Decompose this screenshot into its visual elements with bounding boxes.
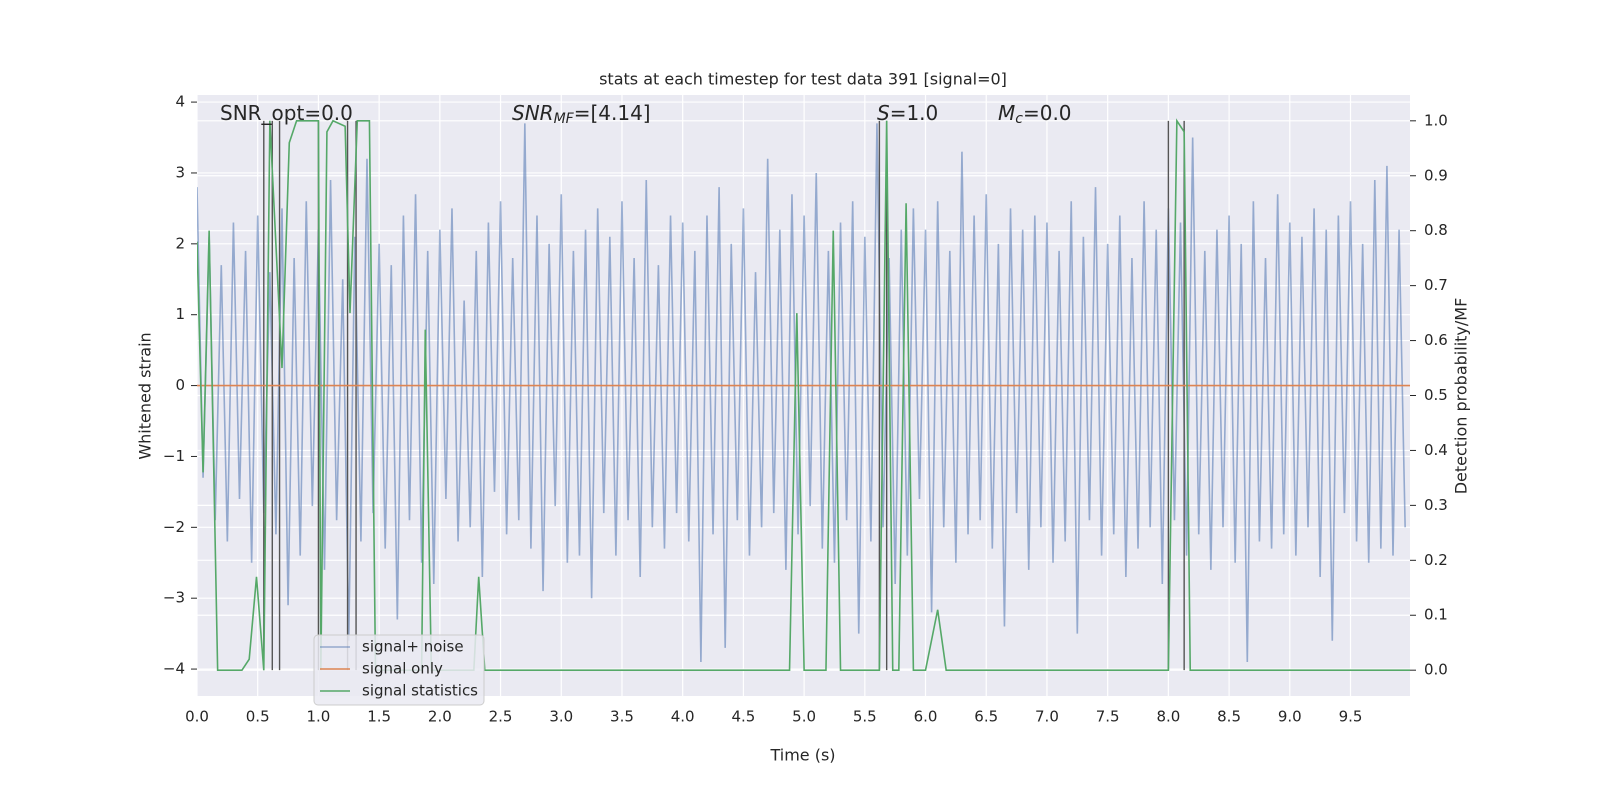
y-tick-label: 2 xyxy=(175,234,185,252)
legend-label: signal only xyxy=(362,660,443,678)
annotation-part: c xyxy=(1015,111,1023,127)
y-tick-label: −4 xyxy=(163,660,185,678)
x-tick-label: 6.0 xyxy=(914,708,938,726)
annotation-part: =1.0 xyxy=(890,101,939,125)
y2-axis-label: Detection probability/MF xyxy=(1452,298,1471,495)
y2-tick-label: 0.6 xyxy=(1424,331,1448,349)
y-axis-label: Whitened strain xyxy=(136,332,155,459)
x-tick-label: 0.0 xyxy=(185,708,209,726)
y2-tick-label: 0.7 xyxy=(1424,276,1448,294)
x-tick-label: 2.5 xyxy=(489,708,513,726)
x-tick-label: 7.0 xyxy=(1035,708,1059,726)
annotation-part: =[4.14] xyxy=(574,101,651,125)
y2-tick-label: 0.3 xyxy=(1424,496,1448,514)
annotation-part: =0.0 xyxy=(1023,101,1072,125)
y2-tick-label: 0.4 xyxy=(1424,441,1448,459)
x-axis-label: Time (s) xyxy=(769,746,835,765)
y2-tick-label: 0.0 xyxy=(1424,661,1448,679)
x-tick-label: 0.5 xyxy=(246,708,270,726)
annotation-part: MF xyxy=(554,111,575,127)
x-tick-label: 4.0 xyxy=(671,708,695,726)
legend-box xyxy=(313,634,485,706)
x-tick-label: 4.5 xyxy=(731,708,755,726)
annotation-part: SNR xyxy=(512,101,554,125)
overlay: 0.0 0.5 1.0 1.5 2.0 2.5 3.0 3.5 4.0 4.5 5.0 5.5 6.0 6… xyxy=(163,93,1448,726)
annotation: S=1.0 xyxy=(877,101,938,125)
annotation: Mc=0.0 xyxy=(998,101,1072,128)
annotation-part: S xyxy=(877,101,890,125)
x-tick-label: 6.5 xyxy=(974,708,998,726)
y2-tick-label: 1.0 xyxy=(1424,111,1448,129)
chart-title: stats at each timestep for test data 391… xyxy=(599,70,1007,89)
x-tick-label: 1.0 xyxy=(306,708,330,726)
y-tick-label: 3 xyxy=(175,163,185,181)
y-tick-label: 0 xyxy=(175,376,185,394)
y2-tick-label: 0.8 xyxy=(1424,221,1448,239)
y-tick-label: −3 xyxy=(163,589,185,607)
x-tick-label: 5.5 xyxy=(853,708,877,726)
y-tick-label: 1 xyxy=(175,305,185,323)
y2-tick-label: 0.9 xyxy=(1424,166,1448,184)
x-tick-label: 9.0 xyxy=(1278,708,1302,726)
y-tick-label: −2 xyxy=(163,518,185,536)
x-tick-label: 8.0 xyxy=(1156,708,1180,726)
x-tick-label: 5.0 xyxy=(792,708,816,726)
y2-tick-label: 0.1 xyxy=(1424,606,1448,624)
annotation: SNRMF=[4.14] xyxy=(512,101,651,128)
x-tick-label: 8.5 xyxy=(1217,708,1241,726)
annotation-part: SNR_opt=0.0 xyxy=(220,101,353,125)
annotation-part: M xyxy=(998,101,1015,125)
series-line xyxy=(197,123,1406,662)
x-tick-label: 1.5 xyxy=(367,708,391,726)
legend-label: signal+ noise xyxy=(362,638,464,656)
x-tick-label: 7.5 xyxy=(1096,708,1120,726)
x-tick-label: 3.0 xyxy=(549,708,573,726)
legend-label: signal statistics xyxy=(362,682,478,700)
y-tick-label: −1 xyxy=(163,447,185,465)
y-tick-label: 4 xyxy=(175,93,185,111)
y2-tick-label: 0.5 xyxy=(1424,386,1448,404)
y2-tick-label: 0.2 xyxy=(1424,551,1448,569)
x-tick-label: 3.5 xyxy=(610,708,634,726)
x-tick-label: 2.0 xyxy=(428,708,452,726)
annotation: SNR_opt=0.0 xyxy=(220,101,353,125)
x-tick-label: 9.5 xyxy=(1339,708,1363,726)
